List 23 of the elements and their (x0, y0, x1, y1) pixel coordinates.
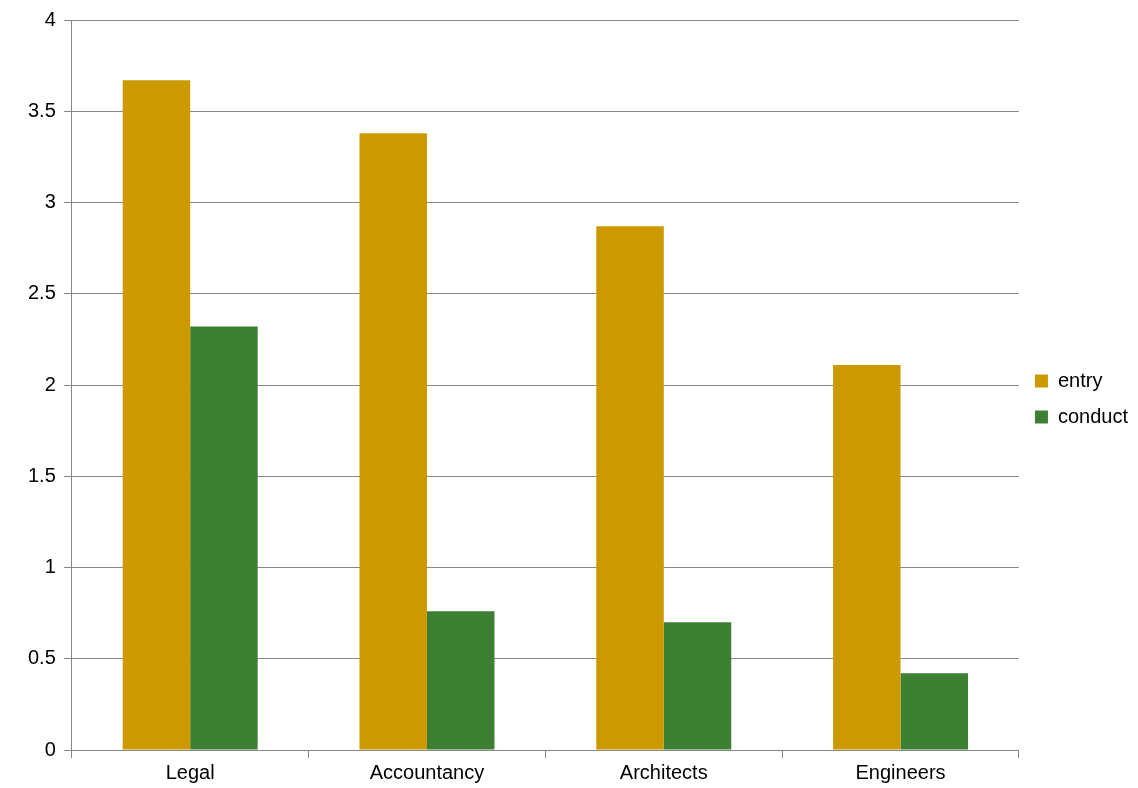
bar (359, 133, 427, 750)
y-tick-label: 3.5 (27, 98, 56, 121)
x-tick-label: Engineers (855, 760, 946, 783)
bar (900, 673, 969, 750)
x-tick-label: Legal (165, 760, 215, 783)
x-tick-label: Architects (619, 760, 708, 783)
legend-label: entry (1057, 368, 1103, 391)
y-tick-label: 0 (44, 737, 56, 760)
y-tick-label: 1 (44, 555, 56, 578)
y-tick-label: 2.5 (27, 281, 56, 304)
bar (190, 326, 258, 750)
bar (833, 364, 901, 750)
legend-label: conduct (1057, 404, 1129, 427)
bar (426, 611, 495, 750)
y-tick-label: 4 (44, 7, 56, 30)
bar (596, 226, 664, 750)
x-tick-label: Accountancy (369, 760, 485, 783)
y-tick-label: 2 (44, 372, 56, 395)
bar (663, 622, 732, 750)
bar (122, 80, 191, 750)
y-tick-label: 1.5 (27, 463, 56, 486)
y-tick-label: 3 (44, 190, 56, 213)
y-tick-label: 0.5 (27, 646, 56, 669)
